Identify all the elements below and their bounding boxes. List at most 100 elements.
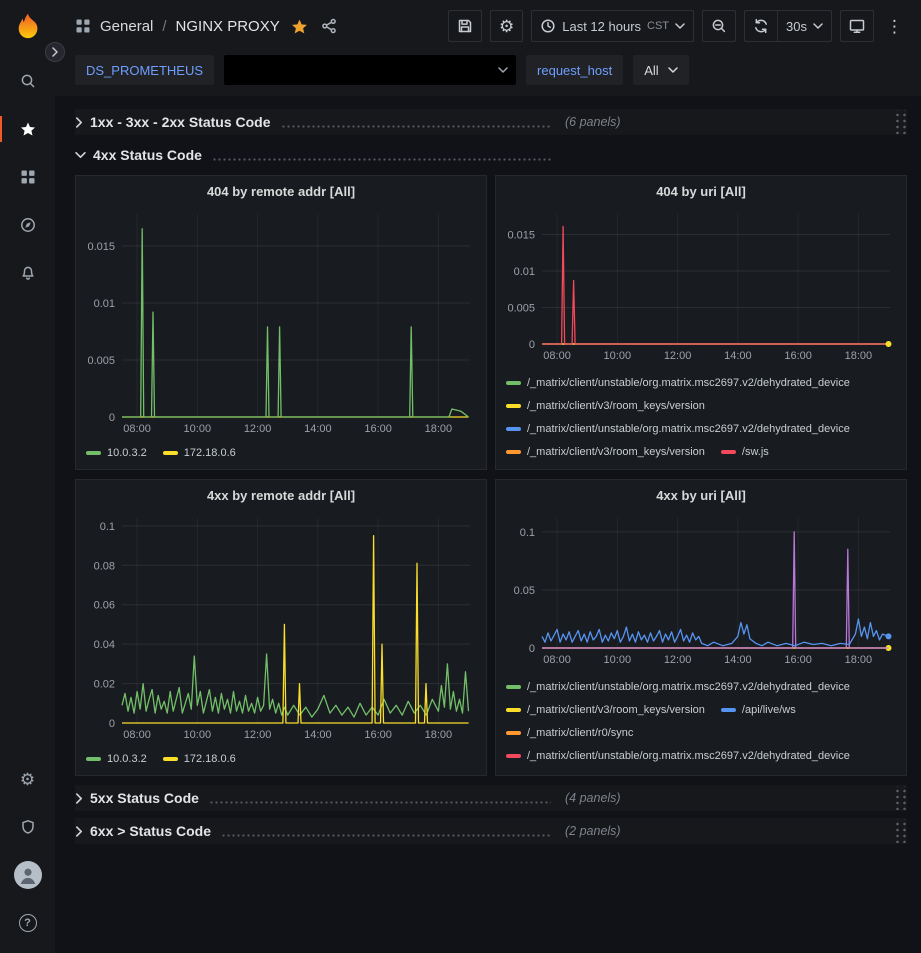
timeseries-chart[interactable]: 08:00 10:00 12:00 14:00 16:00 18:00 0 0.005 0.01…	[496, 206, 906, 364]
svg-text:0.005: 0.005	[507, 302, 535, 314]
more-options-button[interactable]: ⋮	[882, 10, 907, 42]
refresh-interval-label: 30s	[786, 18, 807, 34]
time-range-picker[interactable]: Last 12 hours CST	[531, 10, 695, 42]
gear-icon: ⚙	[19, 769, 36, 789]
svg-text:08:00: 08:00	[123, 423, 151, 435]
sidebar-item-help[interactable]: ?	[8, 903, 48, 943]
refresh-interval-picker[interactable]: 30s	[778, 10, 832, 42]
grafana-flame-icon	[18, 13, 37, 39]
series-label: /_matrix/client/unstable/org.matrix.msc2…	[527, 749, 850, 762]
compass-icon	[20, 218, 35, 232]
sidebar-expand-button[interactable]	[45, 42, 65, 62]
sidebar-item-server-admin[interactable]	[8, 807, 48, 847]
svg-text:14:00: 14:00	[724, 654, 752, 666]
legend-item[interactable]: 10.0.3.2	[86, 442, 147, 465]
row-panel-count: (2 panels)	[565, 824, 621, 838]
datasource-variable-select[interactable]	[224, 55, 517, 85]
save-dashboard-button[interactable]	[448, 10, 482, 42]
sidebar-item-alerting[interactable]	[8, 253, 48, 293]
svg-text:16:00: 16:00	[364, 423, 392, 435]
legend-item[interactable]: /sw.js	[720, 440, 769, 463]
zoom-out-button[interactable]	[702, 10, 737, 42]
refresh-group: 30s	[744, 10, 832, 42]
row-drag-handle[interactable]	[892, 786, 907, 810]
breadcrumb-folder[interactable]: General	[100, 17, 154, 35]
user-avatar-button[interactable]	[8, 855, 48, 895]
sidebar-item-explore[interactable]	[8, 205, 48, 245]
breadcrumb-separator: /	[162, 17, 167, 35]
row-dotted-leader	[208, 800, 551, 804]
panel-header[interactable]: 404 by uri [All]	[496, 176, 906, 206]
legend-item[interactable]: /_matrix/client/v3/room_keys/version	[506, 394, 705, 417]
legend-item[interactable]: /_matrix/client/v3/room_keys/version	[506, 440, 705, 463]
svg-text:0: 0	[529, 643, 535, 655]
svg-text:0: 0	[109, 412, 115, 424]
svg-text:0: 0	[529, 339, 535, 351]
chevron-right-icon	[75, 116, 83, 128]
row-drag-handle[interactable]	[892, 110, 907, 134]
panel-header[interactable]: 404 by remote addr [All]	[76, 176, 486, 206]
legend-item[interactable]: /_matrix/client/unstable/org.matrix.msc2…	[506, 744, 850, 767]
dashboard-topbar: General / NGINX PROXY ⚙	[55, 0, 921, 52]
panel-title: 404 by remote addr [All]	[206, 183, 356, 199]
favorite-star-button[interactable]	[289, 18, 310, 35]
legend-item[interactable]: /_matrix/client/r0/sync	[506, 721, 633, 744]
series-color-mark	[506, 753, 521, 758]
time-range-label: Last 12 hours	[562, 18, 642, 34]
sidebar-item-starred[interactable]	[0, 109, 48, 149]
series-color-mark	[506, 730, 521, 735]
person-icon	[20, 868, 35, 884]
svg-text:18:00: 18:00	[425, 423, 453, 435]
grafana-logo[interactable]	[8, 9, 48, 45]
row-dotted-leader	[280, 124, 551, 128]
sidebar-item-dashboards[interactable]	[8, 157, 48, 197]
svg-text:10:00: 10:00	[184, 423, 212, 435]
dashboard-settings-button[interactable]: ⚙	[490, 10, 524, 42]
series-color-mark	[162, 451, 178, 455]
chevron-down-icon	[813, 23, 823, 29]
timeseries-chart[interactable]: 08:00 10:00 12:00 14:00 16:00 18:00 0 0.005 0.01…	[76, 206, 486, 437]
legend-item[interactable]: /_matrix/client/unstable/org.matrix.msc2…	[506, 371, 850, 394]
row-header-5xx[interactable]: 5xx Status Code (4 panels)	[75, 785, 907, 811]
refresh-icon	[755, 18, 767, 34]
chevron-down-icon	[675, 23, 685, 29]
legend-item[interactable]: /_matrix/client/unstable/org.matrix.msc2…	[506, 675, 850, 698]
row-header-1xx-3xx-2xx[interactable]: 1xx - 3xx - 2xx Status Code (6 panels)	[75, 109, 907, 135]
panel-4xx-by-remote-addr: 4xx by remote addr [All] 08:00 10:00 12:00…	[75, 479, 487, 776]
series-label: /api/live/ws	[741, 703, 796, 716]
legend-item[interactable]: 172.18.0.6	[162, 442, 236, 465]
kiosk-mode-button[interactable]	[840, 10, 874, 42]
chevron-down-icon	[667, 67, 678, 73]
svg-text:12:00: 12:00	[244, 729, 272, 741]
panel-header[interactable]: 4xx by remote addr [All]	[76, 480, 486, 510]
dashboard-variables-bar: DS_PROMETHEUS request_host All	[55, 52, 921, 96]
panel-404-by-uri: 404 by uri [All] 08:00 10:00 12:00 14:00 16:…	[495, 175, 907, 470]
request-host-variable-select[interactable]: All	[633, 55, 689, 85]
dashboard-title[interactable]: NGINX PROXY	[175, 17, 280, 35]
row-lead: 4xx Status Code	[75, 147, 553, 163]
legend-item[interactable]: /_matrix/client/unstable/org.matrix.msc2…	[506, 417, 850, 440]
legend-item[interactable]: 172.18.0.6	[162, 748, 236, 771]
topbar-actions: ⚙ Last 12 hours CST 30s	[448, 10, 907, 42]
legend-item[interactable]: 10.0.3.2	[86, 748, 147, 771]
save-icon	[458, 19, 472, 33]
legend-item[interactable]: /_matrix/client/v3/room_keys/version	[506, 698, 705, 721]
monitor-icon	[849, 19, 865, 34]
sidebar-item-search[interactable]	[8, 61, 48, 101]
row-header-6xx[interactable]: 6xx > Status Code (2 panels)	[75, 818, 907, 844]
timeseries-chart[interactable]: 08:00 10:00 12:00 14:00 16:00 18:00 0 0.05 0.1	[496, 510, 906, 668]
row-drag-handle[interactable]	[892, 819, 907, 843]
share-dashboard-button[interactable]	[319, 18, 339, 34]
breadcrumb: General / NGINX PROXY	[75, 18, 339, 35]
legend-item[interactable]: /api/live/ws	[720, 698, 796, 721]
panel-header[interactable]: 4xx by uri [All]	[496, 480, 906, 510]
svg-text:14:00: 14:00	[304, 423, 332, 435]
timeseries-chart[interactable]: 08:00 10:00 12:00 14:00 16:00 18:00 0 0.02 0.04 0…	[76, 510, 486, 743]
svg-text:0.01: 0.01	[514, 266, 535, 278]
sidebar-item-configuration[interactable]: ⚙	[8, 759, 48, 799]
series-label: 172.18.0.6	[183, 447, 236, 459]
refresh-button[interactable]	[744, 10, 779, 42]
main-area: General / NGINX PROXY ⚙	[55, 0, 921, 953]
row-header-4xx[interactable]: 4xx Status Code	[75, 142, 907, 168]
row-title: 1xx - 3xx - 2xx Status Code	[90, 114, 271, 130]
